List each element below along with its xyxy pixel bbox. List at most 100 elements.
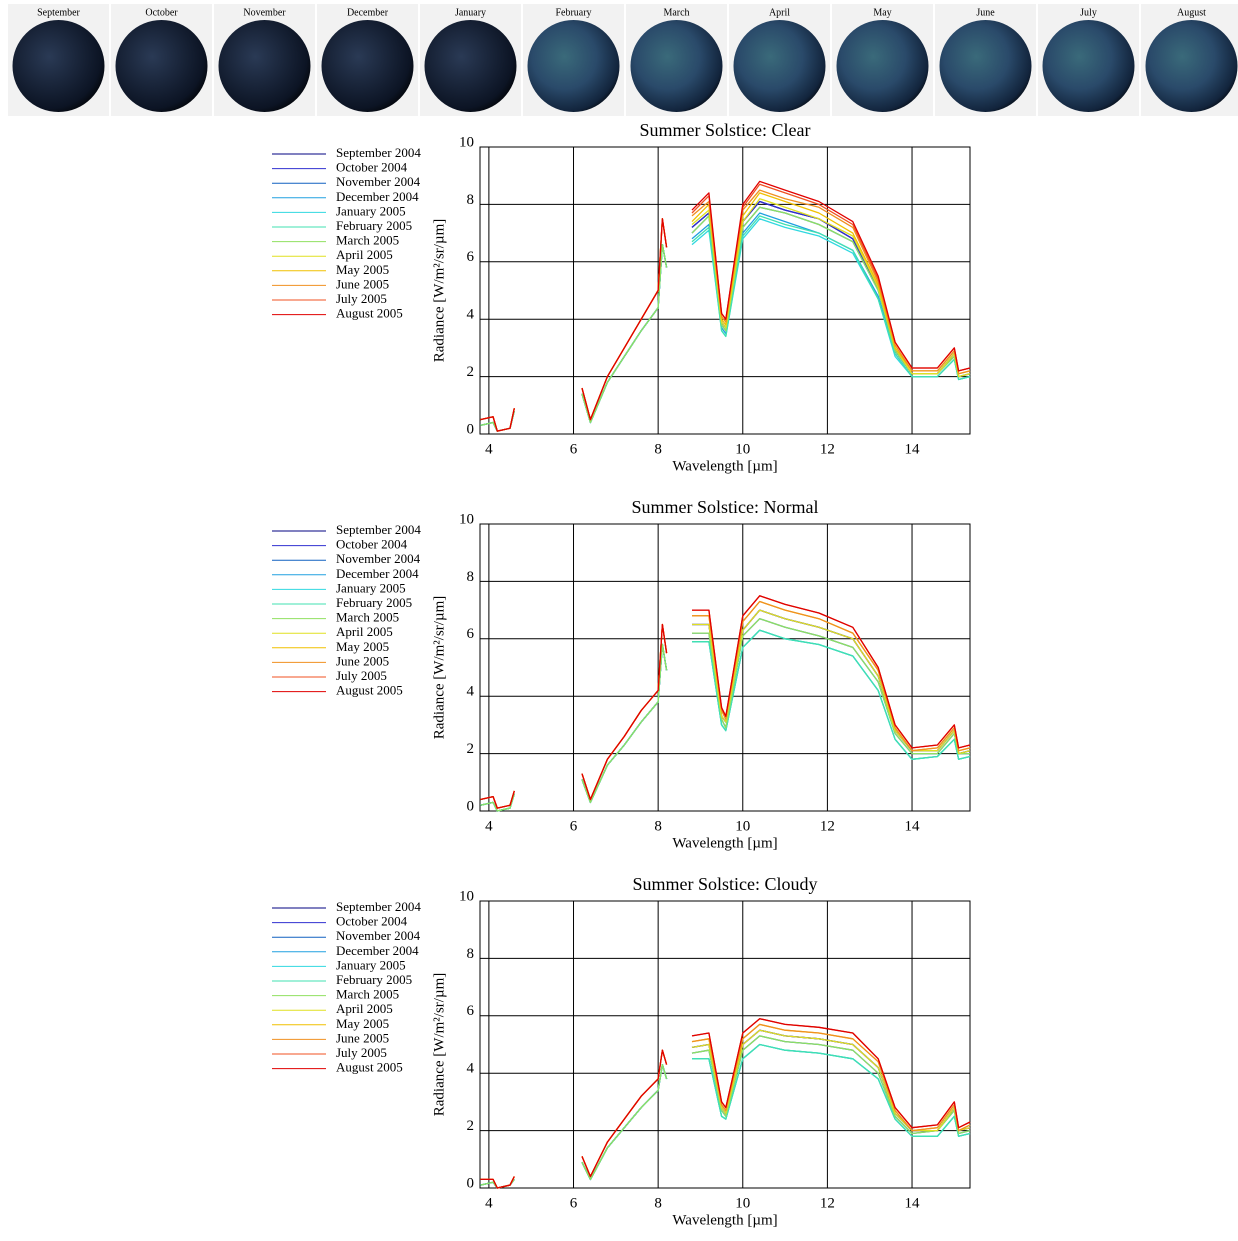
y-tick-label: 8: [467, 946, 475, 962]
y-tick-label: 2: [467, 741, 475, 757]
y-tick-label: 6: [467, 1003, 475, 1019]
legend-label: May 2005: [336, 262, 389, 277]
y-tick-label: 6: [467, 626, 475, 642]
globe-label: July: [1080, 7, 1097, 18]
globe: [1145, 20, 1238, 112]
legend-label: September 2004: [336, 145, 421, 160]
x-tick-label: 8: [654, 441, 662, 457]
legend-label: November 2004: [336, 928, 421, 943]
globe: [1042, 20, 1135, 112]
globe: [630, 20, 723, 112]
series-line: [480, 200, 971, 432]
legend-label: June 2005: [336, 653, 389, 668]
plot-frame: [479, 900, 971, 1189]
x-tick-label: 4: [485, 818, 493, 834]
legend-label: December 2004: [336, 566, 419, 581]
y-tick-label: 6: [467, 249, 475, 265]
globe-label: October: [145, 7, 178, 18]
series-line: [480, 618, 970, 812]
globe: [218, 20, 311, 112]
y-tick-label: 10: [459, 511, 474, 527]
globe: [527, 20, 620, 112]
legend-label: January 2005: [336, 957, 406, 972]
legend-label: September 2004: [336, 899, 421, 914]
legend-label: December 2004: [336, 943, 419, 958]
series-line: [480, 200, 971, 432]
legend-label: August 2005: [336, 683, 403, 698]
y-tick-label: 2: [467, 1118, 475, 1134]
series-line: [480, 1018, 971, 1189]
x-tick-label: 14: [905, 1195, 921, 1211]
x-tick-label: 12: [820, 818, 835, 834]
globe-label: January: [455, 7, 486, 18]
x-axis-label: Wavelength [µm]: [672, 1212, 777, 1228]
series-line: [480, 1018, 971, 1189]
legend-label: May 2005: [336, 1016, 389, 1031]
y-tick-label: 4: [467, 307, 475, 323]
series-line: [480, 595, 971, 809]
legend-label: July 2005: [336, 291, 387, 306]
x-tick-label: 10: [735, 441, 750, 457]
series-line: [480, 609, 971, 812]
globe-label: March: [663, 7, 689, 18]
legend-label: April 2005: [336, 624, 393, 639]
x-tick-label: 4: [485, 1195, 493, 1211]
globe: [733, 20, 826, 112]
legend-label: February 2005: [336, 218, 412, 233]
x-tick-label: 10: [735, 1195, 750, 1211]
legend-label: March 2005: [336, 610, 399, 625]
globe-label: August: [1177, 7, 1206, 18]
legend-label: June 2005: [336, 1030, 389, 1045]
legend-label: October 2004: [336, 160, 408, 175]
legend-label: January 2005: [336, 580, 406, 595]
x-tick-label: 12: [820, 441, 835, 457]
legend-label: February 2005: [336, 595, 412, 610]
legend-label: March 2005: [336, 987, 399, 1002]
globe-label: May: [873, 7, 891, 18]
legend-label: July 2005: [336, 668, 387, 683]
legend-label: October 2004: [336, 537, 408, 552]
globe: [939, 20, 1032, 112]
legend-label: November 2004: [336, 551, 421, 566]
legend-label: February 2005: [336, 972, 412, 987]
x-tick-label: 6: [570, 441, 578, 457]
globe-label: December: [347, 7, 389, 18]
series-line: [480, 180, 971, 432]
legend-label: June 2005: [336, 276, 389, 291]
x-tick-label: 8: [654, 818, 662, 834]
chart-title: Summer Solstice: Normal: [632, 497, 819, 517]
y-tick-label: 0: [467, 798, 475, 814]
y-axis-label: Radiance [W/m²/sr/µm]: [431, 219, 447, 363]
series-line: [480, 609, 971, 812]
globe-label: September: [37, 7, 80, 18]
x-axis-label: Wavelength [µm]: [672, 835, 777, 851]
chart-title: Summer Solstice: Clear: [640, 120, 811, 140]
x-tick-label: 12: [820, 1195, 835, 1211]
legend-label: January 2005: [336, 203, 406, 218]
series-line: [480, 189, 971, 432]
legend-label: March 2005: [336, 233, 399, 248]
legend-label: October 2004: [336, 914, 408, 929]
series-line: [480, 609, 971, 809]
legend-label: April 2005: [336, 247, 393, 262]
series-line: [480, 183, 971, 432]
x-tick-label: 8: [654, 1195, 662, 1211]
y-tick-label: 4: [467, 684, 475, 700]
x-tick-label: 14: [905, 441, 921, 457]
x-tick-label: 14: [905, 818, 921, 834]
legend-label: September 2004: [336, 522, 421, 537]
legend-label: August 2005: [336, 1060, 403, 1075]
y-tick-label: 4: [467, 1061, 475, 1077]
globe: [115, 20, 208, 112]
y-tick-label: 2: [467, 364, 475, 380]
y-tick-label: 0: [467, 1175, 475, 1191]
y-tick-label: 10: [459, 888, 474, 904]
legend-label: November 2004: [336, 174, 421, 189]
series-line: [480, 198, 971, 432]
x-tick-label: 10: [735, 818, 750, 834]
series-line: [480, 600, 971, 809]
globe-label: February: [555, 7, 591, 18]
legend-label: April 2005: [336, 1001, 393, 1016]
series-line: [480, 192, 971, 432]
